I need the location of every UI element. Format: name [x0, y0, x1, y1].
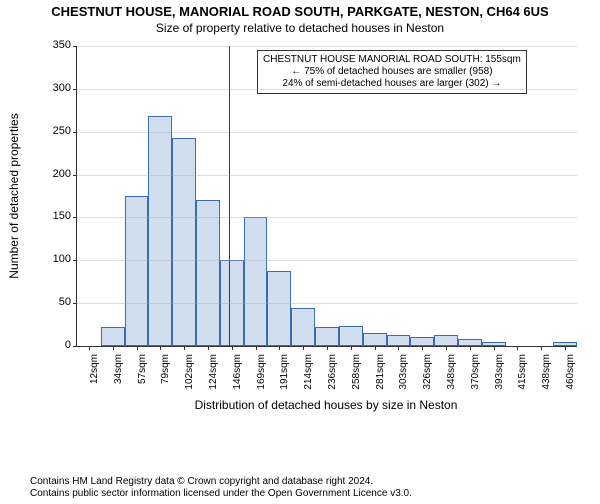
y-gridline: [77, 175, 577, 176]
y-tick: [73, 175, 77, 176]
plot-area: CHESTNUT HOUSE MANORIAL ROAD SOUTH: 155s…: [76, 46, 577, 347]
y-gridline: [77, 303, 577, 304]
footer-line-1: Contains HM Land Registry data © Crown c…: [30, 476, 412, 488]
histogram-bar: [172, 138, 196, 346]
histogram-bar: [101, 327, 125, 346]
x-tick-label: 348sqm: [446, 354, 457, 404]
y-gridline: [77, 132, 577, 133]
y-axis-label: Number of detached properties: [7, 113, 21, 278]
chart-container: Number of detached properties CHESTNUT H…: [48, 46, 583, 416]
histogram-bar: [458, 339, 482, 346]
x-tick: [256, 346, 257, 350]
histogram-bar: [434, 335, 458, 346]
x-tick: [303, 346, 304, 350]
y-tick-label: 0: [43, 339, 71, 351]
histogram-bar: [410, 337, 434, 346]
histogram-bar: [315, 327, 339, 346]
footer-attribution: Contains HM Land Registry data © Crown c…: [30, 476, 412, 500]
x-tick: [89, 346, 90, 350]
x-tick-label: 281sqm: [375, 354, 386, 404]
annotation-line: CHESTNUT HOUSE MANORIAL ROAD SOUTH: 155s…: [263, 54, 521, 66]
x-tick-label: 124sqm: [208, 354, 219, 404]
x-tick-label: 236sqm: [327, 354, 338, 404]
x-tick: [351, 346, 352, 350]
x-tick-label: 214sqm: [303, 354, 314, 404]
x-tick: [541, 346, 542, 350]
x-tick-label: 34sqm: [113, 354, 124, 404]
x-tick: [494, 346, 495, 350]
y-gridline: [77, 46, 577, 47]
y-gridline: [77, 260, 577, 261]
x-tick-label: 438sqm: [541, 354, 552, 404]
x-tick: [160, 346, 161, 350]
x-tick-label: 79sqm: [160, 354, 171, 404]
histogram-bar: [125, 196, 149, 346]
x-tick: [398, 346, 399, 350]
y-tick-label: 300: [43, 82, 71, 94]
x-tick: [137, 346, 138, 350]
x-tick-label: 303sqm: [398, 354, 409, 404]
x-tick: [184, 346, 185, 350]
y-tick-label: 350: [43, 39, 71, 51]
marker-line: [229, 46, 230, 346]
annotation-line: ← 75% of detached houses are smaller (95…: [263, 66, 521, 78]
y-gridline: [77, 217, 577, 218]
y-tick-label: 200: [43, 168, 71, 180]
y-tick: [73, 217, 77, 218]
y-tick: [73, 46, 77, 47]
x-tick: [422, 346, 423, 350]
x-tick: [208, 346, 209, 350]
x-tick-label: 12sqm: [89, 354, 100, 404]
x-tick-label: 393sqm: [494, 354, 505, 404]
x-axis-label: Distribution of detached houses by size …: [76, 398, 576, 412]
y-tick: [73, 346, 77, 347]
histogram-bar: [363, 333, 387, 346]
histogram-bar: [339, 326, 363, 346]
y-tick-label: 50: [43, 296, 71, 308]
x-tick-label: 146sqm: [232, 354, 243, 404]
x-tick-label: 191sqm: [279, 354, 290, 404]
x-tick-label: 415sqm: [517, 354, 528, 404]
x-tick: [232, 346, 233, 350]
footer-line-2: Contains public sector information licen…: [30, 488, 412, 500]
x-tick: [279, 346, 280, 350]
page-title: CHESTNUT HOUSE, MANORIAL ROAD SOUTH, PAR…: [0, 4, 600, 19]
y-tick: [73, 132, 77, 133]
histogram-bar: [267, 271, 291, 346]
y-gridline: [77, 89, 577, 90]
x-tick-label: 326sqm: [422, 354, 433, 404]
x-tick-label: 102sqm: [184, 354, 195, 404]
y-tick: [73, 303, 77, 304]
histogram-bar: [196, 200, 220, 346]
x-tick: [375, 346, 376, 350]
x-tick-label: 169sqm: [256, 354, 267, 404]
histogram-bar: [148, 116, 172, 346]
y-tick-label: 100: [43, 253, 71, 265]
y-tick: [73, 260, 77, 261]
y-tick: [73, 89, 77, 90]
x-tick: [470, 346, 471, 350]
x-tick: [517, 346, 518, 350]
page-subtitle: Size of property relative to detached ho…: [0, 21, 600, 35]
histogram-bar: [291, 308, 315, 346]
x-tick-label: 57sqm: [137, 354, 148, 404]
y-tick-label: 250: [43, 125, 71, 137]
histogram-bar: [387, 335, 411, 346]
x-tick: [327, 346, 328, 350]
x-tick-label: 258sqm: [351, 354, 362, 404]
x-tick-label: 370sqm: [470, 354, 481, 404]
x-tick: [565, 346, 566, 350]
x-tick: [446, 346, 447, 350]
x-tick: [113, 346, 114, 350]
x-tick-label: 460sqm: [565, 354, 576, 404]
y-tick-label: 150: [43, 210, 71, 222]
histogram-bar: [244, 217, 268, 346]
annotation-box: CHESTNUT HOUSE MANORIAL ROAD SOUTH: 155s…: [257, 50, 527, 94]
